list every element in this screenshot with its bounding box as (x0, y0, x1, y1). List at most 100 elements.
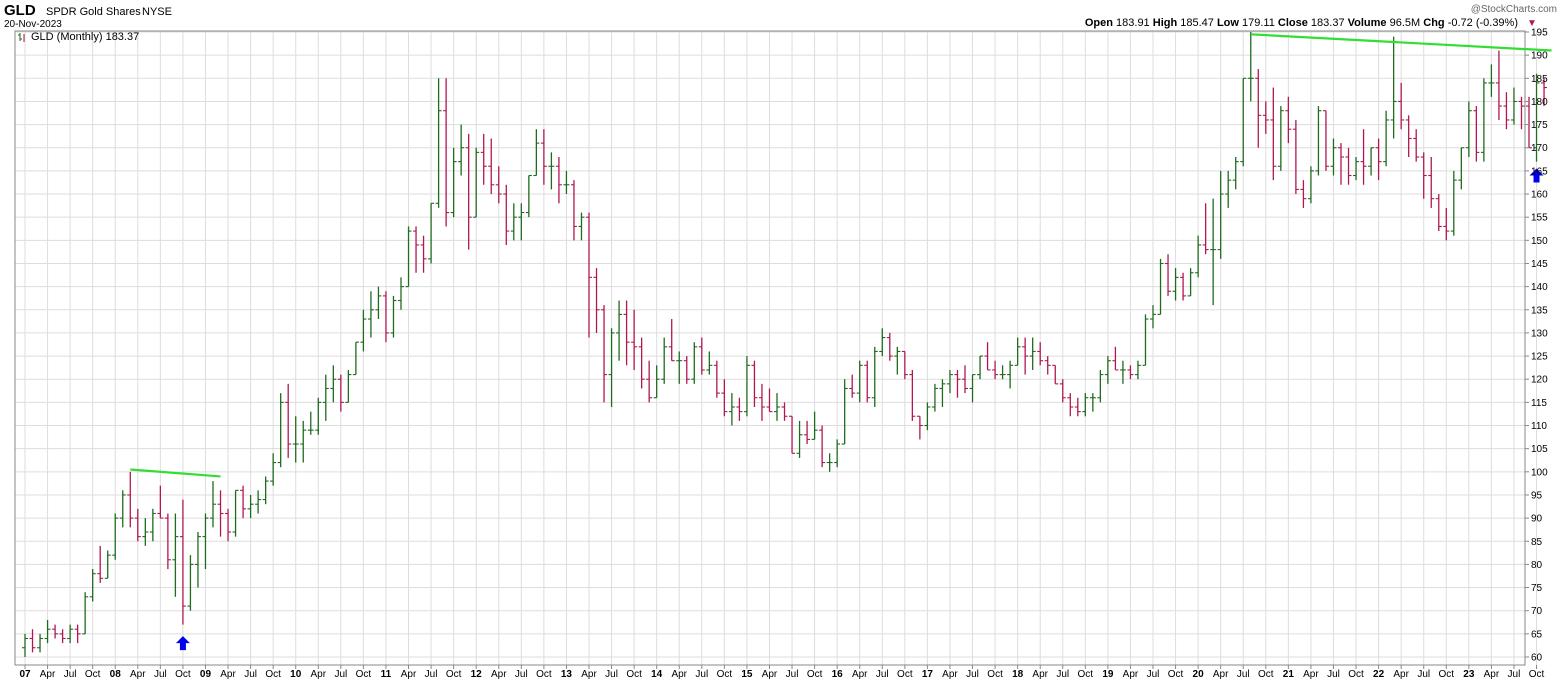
y-tick-label: 155 (1531, 213, 1548, 224)
ohlc-bar (1210, 198, 1217, 306)
ohlc-bar (886, 332, 893, 361)
trendline (130, 468, 221, 478)
ohlc-bar (232, 489, 239, 537)
ohlc-bar (300, 420, 307, 463)
x-tick-label: 08 (110, 669, 122, 680)
ohlc-bar (931, 383, 938, 412)
x-tick-label: 10 (290, 669, 302, 680)
ohlc-bar (864, 360, 871, 403)
x-tick-label: 12 (471, 669, 483, 680)
ohlc-bar (901, 350, 908, 380)
stats-line: Open 183.91 High 185.47 Low 179.11 Close… (1085, 17, 1518, 29)
x-tick-label: Jul (64, 669, 77, 680)
ohlc-bar (992, 360, 999, 380)
x-axis: 07 Apr Jul Oct 08 Apr Jul Oct 09 Apr Jul Oct 10 Apr Ju… (19, 665, 1545, 680)
ohlc-bar (586, 212, 592, 338)
ohlc-bar (142, 518, 149, 546)
ohlc-bar (540, 129, 547, 185)
ohlc-bar (924, 402, 931, 431)
ohlc-bar (1488, 64, 1495, 97)
ohlc-bar (713, 360, 720, 398)
x-tick-label: Oct (987, 669, 1003, 680)
x-tick-label: Apr (1213, 669, 1229, 680)
ohlc-bar (683, 356, 690, 384)
ohlc-bar (1375, 138, 1382, 181)
ohlc-bar (1195, 235, 1202, 278)
ohlc-bar (29, 629, 36, 653)
ohlc-bar (119, 490, 126, 528)
x-tick-label: Jul (1508, 669, 1521, 680)
x-tick-label: Oct (446, 669, 462, 680)
y-tick-label: 180 (1531, 97, 1548, 108)
x-tick-label: Apr (491, 669, 507, 680)
ohlc-bar (1052, 364, 1059, 385)
ohlc-bar (1165, 254, 1172, 296)
ohlc-bar (954, 369, 961, 398)
x-tick-label: Apr (40, 669, 56, 680)
ohlc-bar (1029, 337, 1036, 370)
ohlc-bar (74, 624, 81, 644)
ohlc-bar (1172, 268, 1179, 301)
y-axis: 60 65 70 75 80 85 90 95 100 105 110 115 120 125 130 135… (1525, 28, 1548, 664)
y-tick-label: 120 (1531, 375, 1548, 386)
ohlc-bar (503, 184, 510, 245)
ohlc-bar (172, 513, 179, 597)
ohlc-bar (277, 393, 284, 468)
ohlc-bar (608, 328, 615, 407)
x-tick-label: Jul (154, 669, 167, 680)
ohlc-bar (255, 490, 262, 514)
ohlc-bar (1428, 157, 1435, 208)
ohlc-bar (1330, 138, 1337, 176)
ohlc-bar (1307, 166, 1314, 204)
ohlc-bar (796, 420, 803, 458)
ohlc-bar (1383, 110, 1390, 167)
x-tick-label: Oct (1438, 669, 1454, 680)
x-tick-label: 07 (19, 669, 31, 680)
ohlc-bar (646, 360, 653, 403)
x-tick-label: 15 (741, 669, 753, 680)
x-tick-label: Jul (876, 669, 889, 680)
ohlc-bar (1112, 346, 1119, 371)
ohlc-bar (382, 291, 389, 343)
legend-ohlc-icon (18, 33, 25, 42)
ohlc-bar (1458, 147, 1465, 190)
ohlc-bar (811, 411, 818, 440)
ohlc-bar (112, 513, 119, 560)
y-tick-label: 95 (1531, 490, 1543, 501)
ohlc-bar (1247, 32, 1254, 102)
ohlc-bar (1157, 258, 1164, 315)
stat-label-high: High (1150, 17, 1181, 29)
ohlc-bar (398, 277, 404, 310)
x-tick-label: Apr (130, 669, 146, 680)
ohlc-bar (315, 397, 322, 435)
ohlc-bar (458, 124, 465, 176)
ohlc-bar (495, 166, 502, 204)
legend-label: GLD (Monthly) 183.37 (31, 31, 139, 43)
x-tick-label: Jul (425, 669, 438, 680)
ohlc-bar (1450, 170, 1457, 236)
ohlc-bar (631, 309, 638, 370)
x-tick-label: Apr (220, 669, 236, 680)
x-tick-label: Apr (942, 669, 958, 680)
ohlc-bar (736, 397, 743, 421)
ohlc-bar (533, 129, 540, 177)
y-tick-label: 90 (1531, 514, 1543, 525)
ohlc-bar (706, 351, 713, 375)
y-tick-label: 170 (1531, 143, 1548, 154)
ohlc-bar (916, 415, 923, 440)
ohlc-bar (1067, 393, 1074, 417)
ohlc-bar (262, 476, 269, 505)
x-tick-label: Apr (762, 669, 778, 680)
ohlc-bar (1338, 143, 1344, 185)
arrow-up-icon (175, 636, 190, 651)
ohlc-bar (390, 295, 397, 338)
ohlc-bar (525, 174, 532, 218)
y-tick-label: 150 (1531, 236, 1548, 247)
ohlc-bar (330, 365, 337, 403)
ohlc-bar (1014, 337, 1021, 366)
ohlc-bar (743, 356, 750, 417)
ohlc-bar (668, 319, 675, 362)
grid (15, 31, 1538, 665)
ohlc-bar (1277, 106, 1284, 171)
